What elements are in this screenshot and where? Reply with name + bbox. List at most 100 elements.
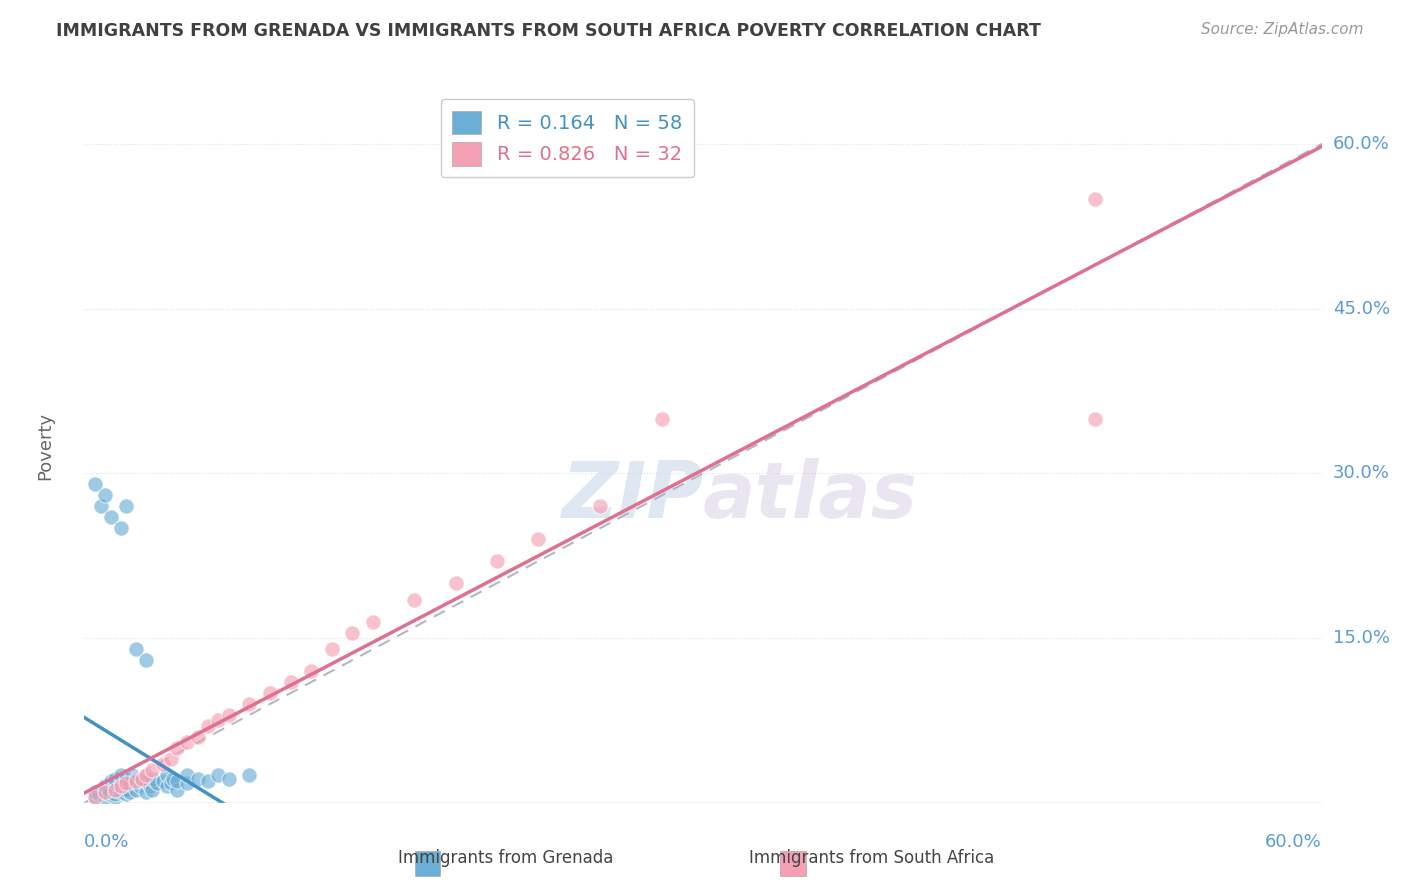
Point [104, 787, 127, 801]
Point [176, 735, 198, 749]
Point [187, 730, 209, 744]
Point [299, 664, 322, 678]
Point [651, 411, 673, 425]
Text: 60.0%: 60.0% [1265, 833, 1322, 851]
Point [152, 773, 174, 788]
Point [129, 780, 152, 794]
Point [1084, 192, 1107, 206]
Point [197, 773, 219, 788]
Point [114, 778, 136, 792]
Point [94, 488, 117, 502]
Point [166, 782, 188, 797]
Point [104, 790, 127, 805]
Text: 45.0%: 45.0% [1333, 300, 1391, 318]
Text: 15.0%: 15.0% [1333, 629, 1389, 647]
Text: 0.0%: 0.0% [84, 833, 129, 851]
Point [83, 785, 105, 799]
Point [160, 752, 183, 766]
Point [104, 782, 127, 797]
Text: 30.0%: 30.0% [1333, 465, 1389, 483]
Point [110, 780, 132, 794]
Point [131, 772, 153, 786]
Text: 60.0%: 60.0% [1333, 135, 1389, 153]
Point [238, 697, 260, 711]
Point [121, 768, 143, 782]
Point [135, 768, 157, 782]
Text: Source: ZipAtlas.com: Source: ZipAtlas.com [1201, 22, 1364, 37]
Point [589, 500, 612, 514]
Point [1084, 411, 1107, 425]
Point [218, 708, 240, 723]
Point [104, 782, 127, 797]
Point [156, 780, 179, 794]
Point [104, 776, 127, 790]
Point [114, 787, 136, 801]
Text: IMMIGRANTS FROM GRENADA VS IMMIGRANTS FROM SOUTH AFRICA POVERTY CORRELATION CHAR: IMMIGRANTS FROM GRENADA VS IMMIGRANTS FR… [56, 22, 1040, 40]
Point [207, 714, 229, 728]
Point [135, 773, 157, 788]
Point [141, 772, 163, 786]
Point [110, 780, 132, 794]
Point [114, 776, 136, 790]
Point [485, 554, 508, 568]
Point [361, 615, 384, 629]
Point [125, 772, 148, 786]
Point [176, 768, 198, 782]
Point [83, 477, 105, 491]
Point [259, 686, 281, 700]
Point [118, 785, 141, 799]
Point [125, 782, 148, 797]
Point [141, 782, 163, 797]
Point [90, 500, 112, 514]
Point [114, 782, 136, 797]
Point [94, 780, 117, 794]
Point [187, 772, 209, 786]
Point [166, 740, 188, 755]
Point [100, 510, 122, 524]
Point [527, 533, 550, 547]
Point [238, 768, 260, 782]
Text: Poverty: Poverty [37, 412, 55, 480]
Text: Immigrants from Grenada: Immigrants from Grenada [398, 849, 614, 867]
Bar [415, 851, 440, 876]
Point [160, 776, 183, 790]
Point [98, 787, 121, 801]
Point [131, 773, 153, 788]
Point [125, 773, 148, 788]
Bar [780, 851, 806, 876]
Point [135, 653, 157, 667]
Text: ZIP: ZIP [561, 458, 703, 534]
Point [404, 592, 426, 607]
Point [166, 773, 188, 788]
Point [118, 776, 141, 790]
Point [145, 776, 167, 790]
Point [207, 768, 229, 782]
Point [176, 776, 198, 790]
Point [125, 776, 148, 790]
Point [114, 500, 136, 514]
Point [125, 642, 148, 657]
Point [444, 576, 467, 591]
Point [280, 675, 302, 690]
Point [110, 785, 132, 799]
Point [83, 790, 105, 805]
Point [342, 625, 364, 640]
Point [156, 768, 179, 782]
Point [83, 790, 105, 805]
Point [94, 785, 117, 799]
Point [100, 773, 122, 788]
Point [104, 772, 127, 786]
Legend: R = 0.164   N = 58, R = 0.826   N = 32: R = 0.164 N = 58, R = 0.826 N = 32 [440, 99, 693, 178]
Point [139, 780, 162, 794]
Point [114, 772, 136, 786]
Point [162, 772, 184, 786]
Point [152, 757, 174, 772]
Point [135, 785, 157, 799]
Point [197, 719, 219, 733]
Point [218, 772, 240, 786]
Point [110, 768, 132, 782]
Point [98, 782, 121, 797]
Point [110, 521, 132, 535]
Point [321, 642, 343, 657]
Point [94, 790, 117, 805]
